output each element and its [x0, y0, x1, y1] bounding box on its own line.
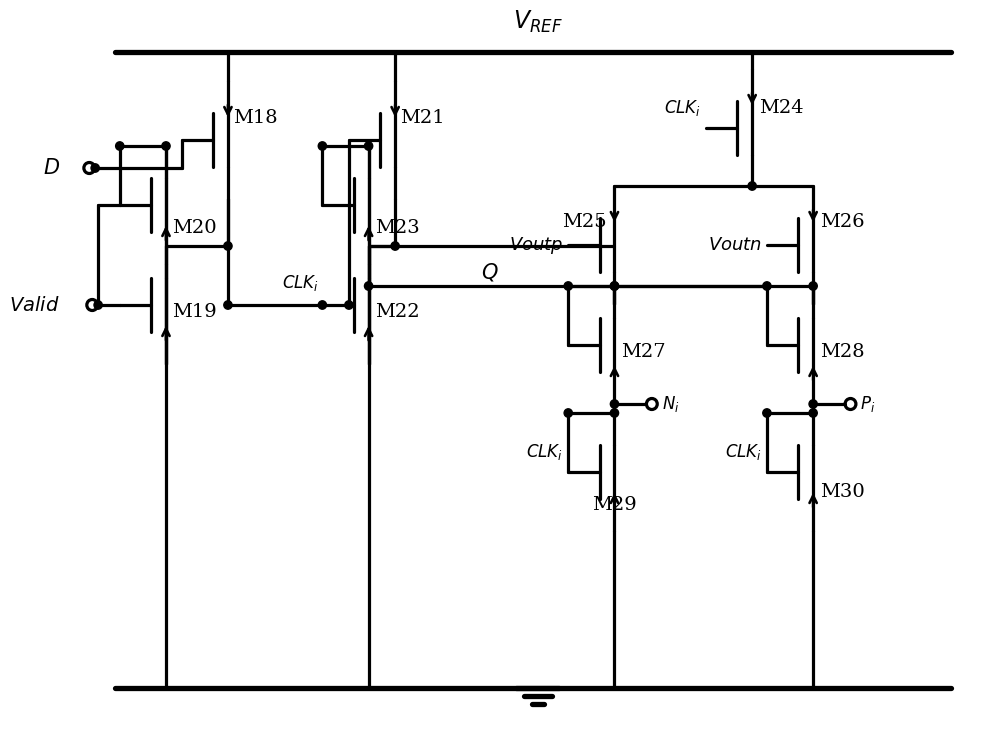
- Circle shape: [364, 142, 373, 150]
- Circle shape: [162, 142, 170, 150]
- Text: $Valid$: $Valid$: [9, 295, 60, 314]
- Text: $V_{REF}$: $V_{REF}$: [513, 9, 563, 35]
- Circle shape: [224, 300, 232, 309]
- Circle shape: [748, 182, 756, 190]
- Circle shape: [809, 408, 817, 417]
- Circle shape: [763, 282, 771, 290]
- Text: $N_i$: $N_i$: [662, 394, 679, 414]
- Text: M27: M27: [621, 343, 666, 361]
- Circle shape: [364, 282, 373, 290]
- Text: $CLK_i$: $CLK_i$: [664, 98, 701, 118]
- Circle shape: [610, 282, 619, 290]
- Circle shape: [610, 282, 619, 290]
- Circle shape: [809, 400, 817, 408]
- Circle shape: [116, 142, 124, 150]
- Text: M29: M29: [592, 496, 637, 514]
- Text: M23: M23: [375, 219, 420, 237]
- Text: $Voutp$: $Voutp$: [509, 235, 563, 255]
- Circle shape: [564, 282, 572, 290]
- Text: M22: M22: [375, 303, 420, 321]
- Text: $CLK_i$: $CLK_i$: [282, 273, 319, 293]
- Text: M19: M19: [172, 303, 217, 321]
- Circle shape: [94, 300, 102, 309]
- Circle shape: [845, 399, 856, 409]
- Circle shape: [318, 300, 326, 309]
- Text: M21: M21: [400, 109, 445, 127]
- Text: $Voutn$: $Voutn$: [708, 236, 762, 254]
- Text: M26: M26: [820, 213, 865, 231]
- Circle shape: [763, 408, 771, 417]
- Circle shape: [564, 408, 572, 417]
- Text: M18: M18: [233, 109, 277, 127]
- Text: $Q$: $Q$: [481, 261, 498, 283]
- Text: M28: M28: [820, 343, 865, 361]
- Circle shape: [87, 300, 98, 311]
- Circle shape: [91, 164, 99, 172]
- Text: M30: M30: [820, 483, 865, 501]
- Circle shape: [809, 282, 817, 290]
- Circle shape: [318, 142, 326, 150]
- Circle shape: [610, 400, 619, 408]
- Text: $P_i$: $P_i$: [860, 394, 876, 414]
- Circle shape: [610, 408, 619, 417]
- Text: $D$: $D$: [43, 158, 60, 178]
- Circle shape: [646, 399, 657, 409]
- Text: $CLK_i$: $CLK_i$: [526, 442, 563, 462]
- Text: $CLK_i$: $CLK_i$: [725, 442, 762, 462]
- Text: M20: M20: [172, 219, 217, 237]
- Circle shape: [84, 163, 95, 173]
- Circle shape: [224, 242, 232, 250]
- Text: M24: M24: [759, 99, 804, 117]
- Text: M25: M25: [562, 213, 607, 231]
- Circle shape: [345, 300, 353, 309]
- Circle shape: [391, 242, 399, 250]
